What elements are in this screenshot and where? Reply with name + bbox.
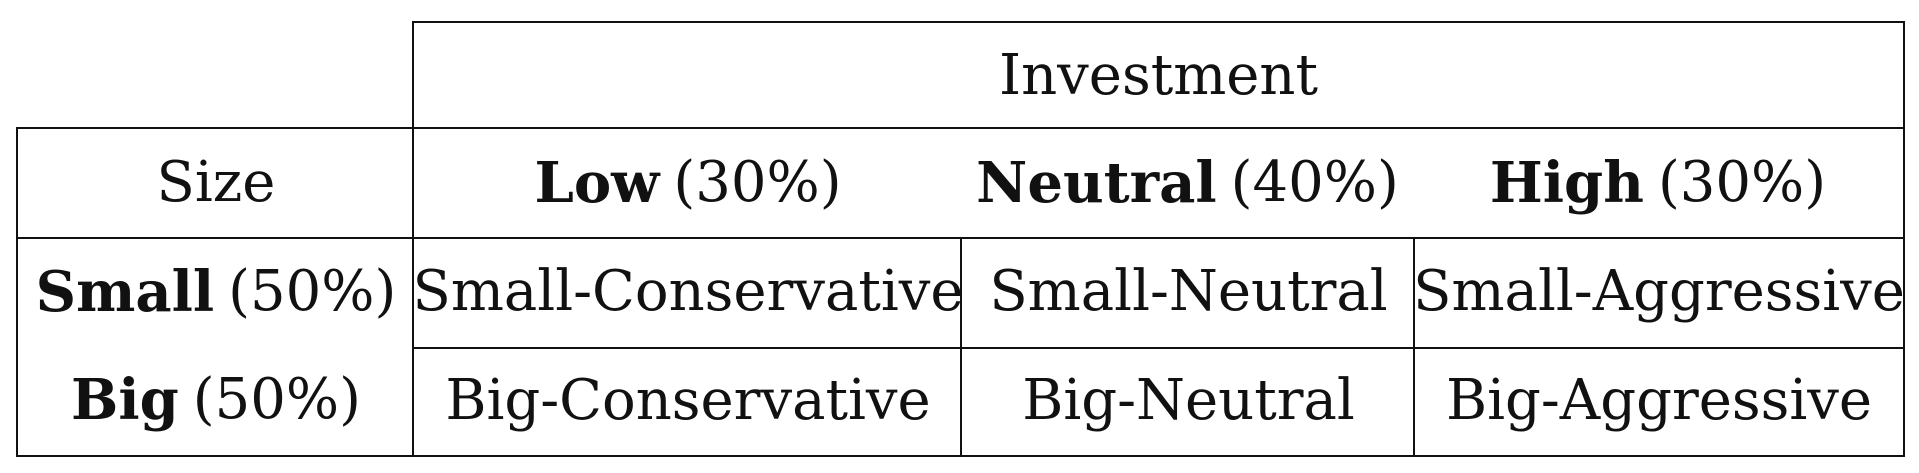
table-cell-small-aggressive: Small-Aggressive: [1413, 237, 1905, 349]
cell-text: Big-Conservative: [445, 368, 931, 433]
column-pct: (40%): [1230, 150, 1399, 215]
cell-text: Big-Aggressive: [1445, 368, 1873, 433]
table-cell-big-aggressive: Big-Aggressive: [1413, 347, 1905, 457]
investment-header-cell: Investment: [412, 21, 1905, 129]
column-header-low: Low (30%): [412, 127, 962, 239]
table-cell-big-neutral: Big-Neutral: [960, 347, 1415, 457]
cell-text: Big-Neutral: [1022, 368, 1355, 433]
column-label: Neutral: [976, 150, 1217, 216]
cell-text: Small-Neutral: [989, 259, 1388, 324]
column-pct: (30%): [673, 150, 842, 215]
investment-header: Investment: [998, 43, 1319, 108]
cell-text: Small-Aggressive: [1413, 259, 1905, 324]
row-header-small: Small (50%): [16, 237, 414, 347]
cell-text: Small-Conservative: [412, 259, 964, 324]
table-cell-small-neutral: Small-Neutral: [960, 237, 1415, 349]
column-label: Low: [534, 150, 660, 216]
size-header-cell: Size: [16, 127, 414, 239]
row-pct: (50%): [228, 259, 397, 324]
column-header-neutral: Neutral (40%): [960, 127, 1415, 239]
row-pct: (50%): [192, 367, 361, 432]
row-header-big: Big (50%): [16, 345, 414, 457]
row-label: Small: [35, 259, 215, 325]
column-header-high: High (30%): [1413, 127, 1905, 239]
column-label: High: [1489, 150, 1644, 216]
size-header: Size: [156, 150, 276, 215]
table-cell-small-conservative: Small-Conservative: [412, 237, 964, 349]
table-cell-big-conservative: Big-Conservative: [412, 347, 962, 457]
column-pct: (30%): [1657, 150, 1827, 215]
row-label: Big: [71, 367, 179, 433]
